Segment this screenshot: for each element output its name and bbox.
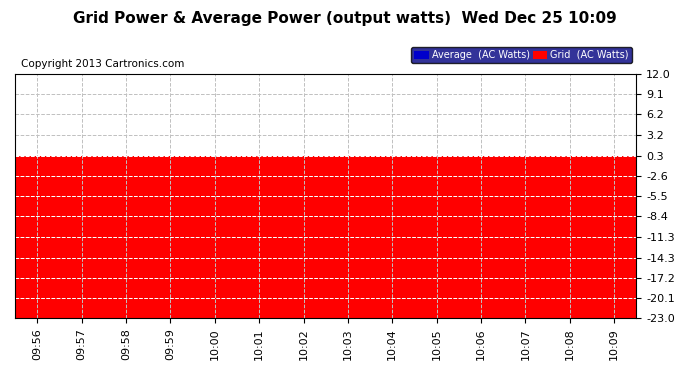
Legend: Average  (AC Watts), Grid  (AC Watts): Average (AC Watts), Grid (AC Watts) <box>411 47 631 63</box>
Bar <box>15 156 636 318</box>
Text: Grid Power & Average Power (output watts)  Wed Dec 25 10:09: Grid Power & Average Power (output watts… <box>73 11 617 26</box>
Text: Copyright 2013 Cartronics.com: Copyright 2013 Cartronics.com <box>21 59 185 69</box>
